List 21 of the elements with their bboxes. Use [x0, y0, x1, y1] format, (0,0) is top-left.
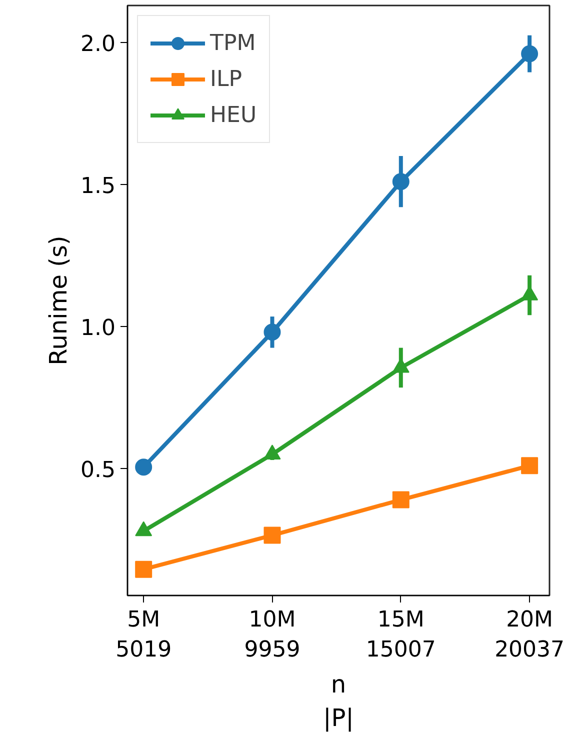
point	[264, 526, 281, 544]
y-axis-title: Runime (s)	[44, 236, 73, 366]
point	[392, 491, 410, 508]
point	[521, 457, 538, 474]
y-tick-label: 1.5	[80, 174, 116, 199]
y-tick-label: 0.5	[80, 458, 116, 484]
point	[135, 560, 152, 578]
point	[521, 45, 538, 62]
y-tick-label: 1.0	[80, 316, 116, 341]
point	[135, 458, 152, 476]
legend-label: TPM	[210, 30, 256, 56]
x-tick-label: 5M 5019	[116, 608, 172, 662]
point	[264, 324, 281, 341]
x-tick-label: 20M 20037	[494, 608, 565, 662]
x-tick-label: 10M 9959	[244, 608, 300, 662]
legend-label: ILP	[210, 66, 242, 92]
x-axis-title: n |P|	[323, 670, 354, 732]
legend-label: HEU	[210, 102, 257, 128]
x-tick-label: 15M 15007	[366, 608, 436, 662]
point	[392, 173, 410, 190]
y-tick-label: 2.0	[80, 32, 116, 57]
